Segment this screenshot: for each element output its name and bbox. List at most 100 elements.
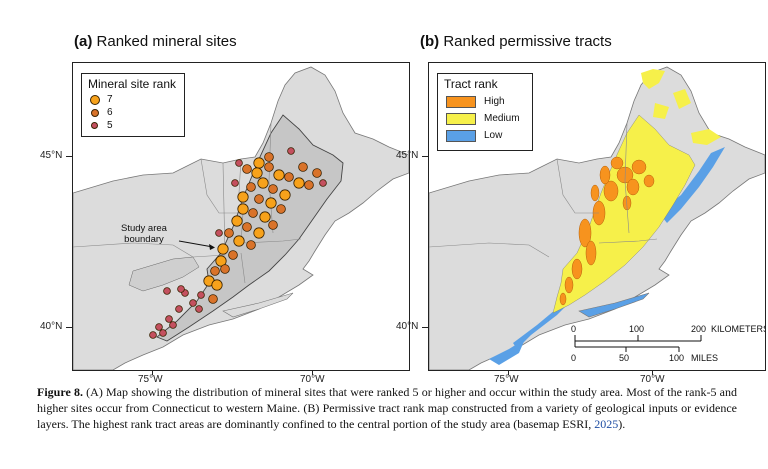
high-tract-area — [610, 156, 624, 170]
legend-b-label: High — [484, 96, 505, 107]
study-area-annotation: Study area boundary — [121, 223, 167, 245]
rank-5-marker-icon — [91, 122, 98, 129]
scale-km-tick: 200 — [691, 324, 707, 334]
caption-reference-link[interactable]: 2025 — [594, 416, 619, 431]
tick-mark — [66, 327, 72, 328]
high-tract-area — [631, 159, 647, 175]
mineral-site-marker — [195, 305, 203, 313]
high-tract-area — [578, 218, 592, 248]
annotation-arrow — [178, 240, 214, 248]
long-island — [222, 292, 294, 318]
mineral-site-marker — [233, 235, 245, 247]
mineral-site-marker — [228, 250, 238, 260]
mineral-site-marker — [279, 189, 291, 201]
tick-mark — [422, 156, 428, 157]
mineral-site-marker — [215, 255, 227, 267]
panel-a-title-text: Ranked mineral sites — [96, 33, 237, 50]
high-tract-area — [626, 178, 640, 196]
medium-tract — [673, 89, 691, 109]
mineral-site-marker — [284, 172, 294, 182]
mineral-site-marker — [264, 162, 274, 172]
mineral-site-marker — [231, 215, 243, 227]
legend-b-item: Low — [438, 127, 532, 144]
legend-b-item: Medium — [438, 110, 532, 127]
legend-b-label: Medium — [484, 113, 520, 124]
long-island — [578, 292, 650, 318]
lat-label-45: 45°N — [396, 150, 419, 161]
mineral-site-marker — [211, 279, 223, 291]
panel-a-title: (a) Ranked mineral sites — [74, 33, 237, 50]
annotation-line-1: Study area — [121, 223, 167, 234]
lon-label-70: 70°W — [300, 374, 325, 385]
scale-bar-svg — [574, 335, 702, 352]
lon-label-75: 75°W — [494, 374, 519, 385]
caption-end: ). — [618, 416, 626, 431]
scale-km-tick: 0 — [571, 324, 577, 334]
legend-a-label: 5 — [107, 120, 113, 131]
high-tract-area — [643, 174, 655, 188]
mineral-site-marker — [253, 157, 265, 169]
scale-km-tick: 100 — [629, 324, 645, 334]
mineral-site-marker — [276, 204, 286, 214]
panel-b-label: (b) — [420, 33, 440, 50]
scale-mi-tick: 0 — [571, 353, 577, 363]
scale-mi-unit: MILES — [691, 353, 719, 363]
lon-label-75: 75°W — [138, 374, 163, 385]
legend-a-title: Mineral site rank — [88, 77, 177, 91]
mineral-site-marker — [217, 243, 229, 255]
mineral-site-marker — [237, 203, 249, 215]
mineral-sites — [149, 147, 327, 339]
mineral-site-marker — [149, 331, 157, 339]
mineral-site-marker — [257, 177, 269, 189]
map-panel-b: Tract rank High Medium Low 0 100 200 KIL… — [428, 62, 766, 371]
map-b-svg — [429, 66, 765, 370]
legend-b-title: Tract rank — [444, 77, 498, 91]
mineral-site-marker — [253, 227, 265, 239]
mineral-site-marker — [224, 228, 234, 238]
mineral-site-marker — [304, 180, 314, 190]
mineral-site-marker — [242, 164, 252, 174]
scale-mi-tick: 100 — [669, 353, 685, 363]
rank-6-marker-icon — [91, 108, 99, 117]
tick-mark — [422, 327, 428, 328]
scale-km-unit: KILOMETERS — [711, 324, 766, 334]
medium-tract — [641, 69, 665, 89]
mineral-site-marker — [177, 285, 185, 293]
high-tract-area — [603, 180, 619, 202]
study-area-west — [128, 256, 200, 292]
caption-text: (A) Map showing the distribution of mine… — [37, 385, 737, 431]
legend-b-item: High — [438, 93, 532, 110]
mineral-site-marker — [175, 305, 183, 313]
panel-b-title: (b) Ranked permissive tracts — [420, 33, 612, 50]
mineral-site-marker — [163, 287, 171, 295]
mineral-site-marker — [312, 168, 322, 178]
legend-a-label: 7 — [107, 94, 113, 105]
legend-a-item: 7 — [82, 93, 184, 106]
mineral-site-marker — [251, 167, 263, 179]
mineral-site-marker — [169, 321, 177, 329]
tick-mark — [152, 370, 153, 375]
panel-b-title-text: Ranked permissive tracts — [443, 33, 612, 50]
legend-b-label: Low — [484, 130, 503, 141]
high-swatch-icon — [446, 95, 476, 108]
mineral-site-marker — [231, 179, 239, 187]
mineral-site-marker — [242, 222, 252, 232]
lon-label-70: 70°W — [640, 374, 665, 385]
mineral-site-marker — [237, 191, 249, 203]
mineral-site-marker — [287, 147, 295, 155]
medium-tract — [653, 103, 669, 119]
medium-swatch-icon — [446, 112, 476, 125]
mineral-site-marker — [319, 179, 327, 187]
high-tract-area — [564, 276, 574, 294]
mineral-site-marker — [273, 169, 285, 181]
map-a-svg — [73, 66, 409, 370]
annotation-line-2: boundary — [124, 234, 164, 245]
state-boundaries — [73, 122, 302, 284]
annotation-arrowhead — [209, 244, 215, 250]
low-tract — [659, 147, 725, 223]
low-tract — [489, 339, 525, 365]
legend-a-item: 5 — [82, 119, 184, 132]
mineral-site-marker — [264, 152, 274, 162]
panel-a-label: (a) — [74, 33, 93, 50]
low-swatch-icon — [446, 129, 476, 142]
